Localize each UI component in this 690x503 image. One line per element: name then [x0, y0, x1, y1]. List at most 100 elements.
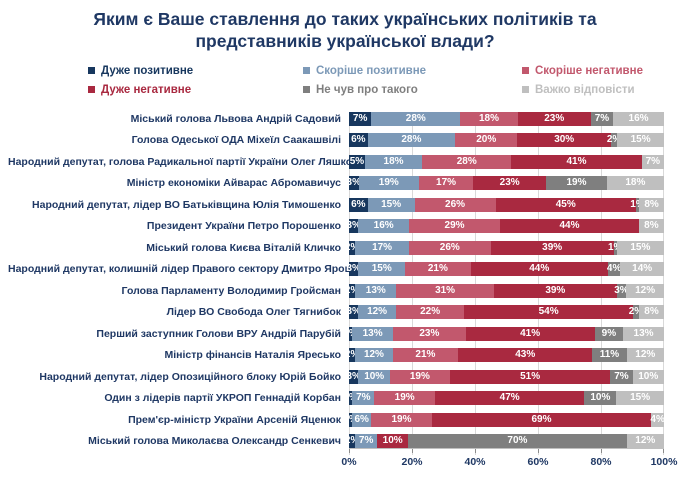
stacked-bar: 3% 10% 19% 51% 7% 10%: [347, 369, 664, 384]
bar-value-label: 8%: [644, 306, 659, 318]
bar-value-label: 39%: [545, 284, 566, 296]
bar-segment: 13%: [352, 326, 394, 341]
bar-segment: 6%: [352, 412, 372, 427]
stacked-bar: 6% 15% 26% 45% 1% 8%: [349, 197, 665, 212]
bar-segment: 9%: [594, 326, 624, 341]
bar-value-label: 15%: [371, 263, 392, 275]
chart-row: Прем'єр-міністр України Арсеній Яценюк 1%…: [8, 412, 665, 427]
chart-row: Голова Парламенту Володимир Гройсман 2% 13…: [8, 283, 664, 298]
bar-segment: 18%: [606, 176, 664, 191]
bar-segment: 15%: [616, 391, 664, 406]
bar-segment: 2%: [607, 133, 621, 148]
gridline: [475, 111, 476, 455]
bar-value-label: 13%: [633, 327, 654, 339]
bar-segment: 19%: [389, 369, 450, 384]
legend-item: Скоріше позитивне: [303, 65, 522, 77]
bar-segment: 13%: [623, 326, 665, 341]
bar-segment: 10%: [584, 391, 617, 406]
bar-value-label: 47%: [499, 392, 520, 404]
legend: Дуже позитивне Скоріше позитивне Скоріше н…: [88, 65, 690, 96]
chart-row: Перший заступник Голови ВРУ Андрій Паруб…: [8, 326, 665, 341]
bar-segment: 12%: [355, 348, 393, 363]
bar-segment: 2%: [345, 240, 359, 255]
legend-item: Скоріше негативне: [522, 65, 690, 77]
bar-value-label: 11%: [599, 349, 620, 361]
bar-segment: 12%: [626, 283, 664, 298]
bar-value-label: 23%: [499, 177, 520, 189]
bar-segment: 1%: [343, 412, 358, 427]
gridline: [601, 111, 602, 455]
category-label: Міністр економіки Айварас Абромавичус: [126, 177, 341, 190]
bar-segment: 39%: [490, 240, 614, 255]
bar-value-label: 12%: [635, 284, 656, 296]
bar-segment: 7%: [610, 369, 633, 384]
bar-value-label: 2%: [344, 284, 360, 296]
category-label: Голова Парламенту Володимир Гройсман: [121, 284, 341, 297]
bar-segment: 12%: [358, 305, 396, 320]
bar-segment: 28%: [371, 111, 461, 126]
bar-value-label: 2%: [628, 306, 644, 318]
bar-segment: 12%: [626, 434, 664, 449]
bar-value-label: 7%: [356, 392, 371, 404]
bar-value-label: 4%: [650, 413, 665, 425]
category-label: Народний депутат, колишній лідер Правого…: [8, 263, 354, 276]
bar-value-label: 7%: [358, 435, 374, 447]
bar-segment: 11%: [592, 348, 627, 363]
bar-segment: 7%: [349, 111, 372, 126]
axis-tick: [538, 449, 539, 454]
legend-label: Дуже негативне: [101, 83, 192, 96]
bar-value-label: 3%: [346, 263, 361, 275]
category-label: Голова Одеської ОДА Міхеїл Саакашвілі: [131, 134, 341, 147]
bar-value-label: 26%: [439, 241, 460, 253]
chart-row: Міністр економіки Айварас Абромавичус 3% 1…: [8, 176, 664, 191]
category-label: Перший заступник Голови ВРУ Андрій Паруб…: [96, 327, 341, 340]
stacked-bar: 1% 13% 23% 41% 9% 13%: [343, 326, 665, 341]
axis-tick-label: 20%: [401, 456, 423, 469]
chart-row: Народний депутат, голова Радикальної пар…: [8, 154, 664, 169]
stacked-bar: 2% 12% 21% 43% 11% 12%: [345, 348, 664, 363]
legend-item: Дуже позитивне: [88, 65, 303, 77]
legend-label: Важко відповісти: [535, 83, 635, 96]
chart-row: Міський голова Києва Віталій Кличко 2% 17%…: [8, 240, 664, 255]
bar-segment: 26%: [414, 197, 496, 212]
bar-segment: 3%: [347, 219, 361, 234]
category-label: Президент України Петро Порошенко: [146, 220, 341, 233]
axis-tick-label: 100%: [650, 456, 678, 469]
legend-item: Дуже негативне: [88, 84, 303, 96]
stacked-bar: 3% 15% 21% 44% 4% 14%: [346, 262, 664, 277]
bar-value-label: 28%: [401, 134, 422, 146]
bar-segment: 7%: [352, 391, 375, 406]
bar-value-label: 4%: [606, 263, 622, 275]
bar-segment: 39%: [493, 283, 617, 298]
bar-segment: 18%: [364, 154, 423, 169]
bar-segment: 4%: [606, 262, 622, 277]
bar-value-label: 12%: [363, 349, 384, 361]
bar-segment: 3%: [346, 262, 361, 277]
bar-value-label: 12%: [635, 435, 656, 447]
bar-segment: 28%: [367, 133, 456, 148]
stacked-bar: 6% 28% 20% 30% 2% 15%: [349, 133, 664, 148]
bar-value-label: 44%: [529, 263, 550, 275]
bar-value-label: 7%: [614, 370, 629, 382]
bar-segment: 23%: [473, 176, 547, 191]
chart-row: Міністр фінансів Наталія Яресько 2% 12% 21%…: [8, 348, 664, 363]
bar-segment: 16%: [358, 219, 409, 234]
axis-tick: [412, 449, 413, 454]
bar-segment: 10%: [377, 434, 409, 449]
bar-value-label: 7%: [352, 112, 368, 124]
category-label: Міністр фінансів Наталія Яресько: [164, 349, 341, 362]
chart-row: Президент України Петро Порошенко 3% 16% 29…: [8, 219, 664, 234]
bar-value-label: 1%: [630, 198, 645, 210]
bar-value-label: 22%: [420, 306, 441, 318]
axis-tick-label: 0%: [341, 456, 357, 469]
stacked-bar: 1% 7% 19% 47% 10% 15%: [343, 391, 664, 406]
stacked-bar: 2% 7% 10% 70% 12%: [345, 434, 664, 449]
bar-segment: 12%: [626, 348, 664, 363]
axis-tick-label: 60%: [527, 456, 549, 469]
bar-value-label: 45%: [555, 198, 576, 210]
stacked-bar: 1% 6% 19% 69% 4%: [343, 412, 665, 427]
bar-value-label: 8%: [644, 198, 659, 210]
bar-value-label: 12%: [367, 306, 388, 318]
legend-item: Не чув про такого: [303, 84, 522, 96]
bar-segment: 19%: [371, 412, 432, 427]
